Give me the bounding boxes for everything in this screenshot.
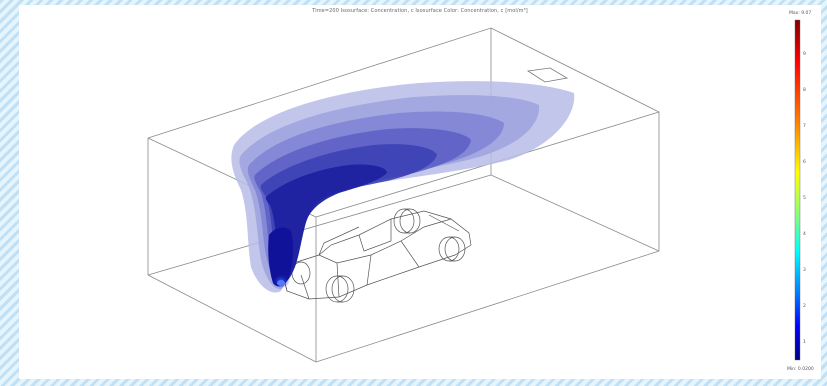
domain-box (147, 27, 660, 363)
colorbar-tick: 6 (803, 159, 806, 165)
vent-outline (526, 67, 569, 83)
colorbar-tick: 5 (803, 195, 806, 201)
colorbar-tick: 8 (803, 87, 806, 93)
colorbar-tick: 1 (803, 339, 806, 345)
colorbar-tick: 3 (803, 267, 806, 273)
colorbar-tick: 9 (803, 51, 806, 57)
colorbar-tick: 4 (803, 231, 806, 237)
concentration-plume (231, 81, 575, 293)
plot-title: Time=200 Isosurface: Concentration, c Is… (312, 8, 528, 14)
colorbar-ticks: 9 8 7 6 5 4 3 2 1 (803, 51, 806, 345)
plot-canvas: Time=200 Isosurface: Concentration, c Is… (19, 5, 821, 379)
colorbar-gradient (794, 19, 801, 361)
colorbar-max-label: Max: 9.07 (789, 11, 812, 16)
colorbar (794, 19, 801, 361)
colorbar-min-label: Min: 0.0200 (787, 367, 814, 372)
colorbar-tick: 2 (803, 303, 806, 309)
car-wireframe (280, 208, 472, 303)
colorbar-tick: 7 (803, 123, 806, 129)
isosurface-plot: 9 8 7 6 5 4 3 2 1 (147, 19, 806, 363)
